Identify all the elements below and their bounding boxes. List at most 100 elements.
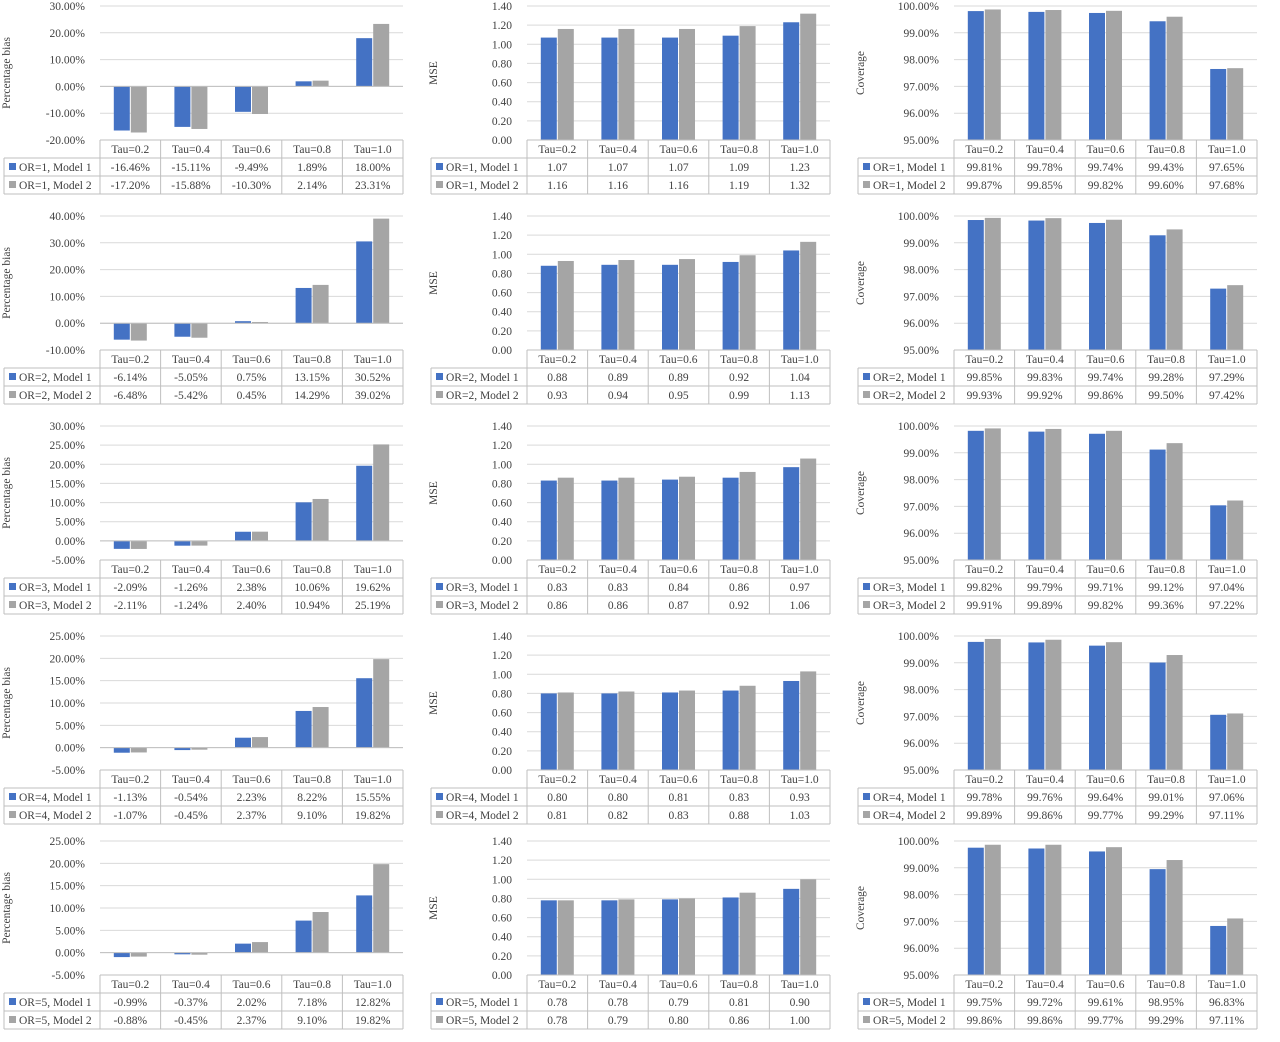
data-label: 99.71% [1088, 582, 1124, 594]
legend-label: OR=5, Model 2 [446, 1015, 519, 1027]
y-tick-label: 97.00% [904, 916, 940, 928]
data-label: -2.09% [114, 582, 148, 594]
bar-model1-5 [356, 678, 373, 748]
bar-model1-3 [662, 264, 678, 350]
data-label: 9.10% [297, 810, 327, 822]
x-category-label: Tau=0.8 [720, 774, 758, 786]
data-label: -17.20% [111, 180, 151, 192]
bar-model2-4 [1166, 443, 1183, 560]
legend-label: OR=3, Model 1 [446, 582, 519, 594]
bar-model1-4 [1149, 449, 1166, 560]
data-label: 99.86% [1027, 1015, 1063, 1027]
x-category-label: Tau=1.0 [1208, 774, 1246, 786]
legend-key-model2 [436, 811, 443, 818]
legend-key-model1 [863, 998, 870, 1005]
x-category-label: Tau=0.8 [1147, 144, 1185, 156]
legend-key-model2 [863, 391, 870, 398]
data-label: 99.81% [967, 162, 1003, 174]
bar-model1-2 [601, 900, 618, 975]
bar-model1-3 [662, 692, 678, 770]
data-label: 2.37% [237, 810, 267, 822]
data-label: -15.11% [171, 162, 210, 174]
bar-model2-4 [312, 80, 329, 87]
bar-model2-3 [679, 259, 695, 350]
bar-model1-1 [967, 847, 984, 975]
x-category-label: Tau=0.6 [233, 354, 271, 366]
x-category-label: Tau=0.6 [660, 564, 698, 576]
y-tick-label: 95.00% [904, 555, 940, 567]
data-label: -2.11% [114, 600, 148, 612]
data-label: 0.45% [237, 390, 267, 402]
y-tick-label: 30.00% [50, 421, 86, 433]
data-label: 99.82% [967, 582, 1003, 594]
x-category-label: Tau=0.6 [660, 144, 698, 156]
bar-model2-1 [984, 428, 1001, 560]
bar-chart: 95.00% 96.00% 97.00% 98.00% 99.00% 100.00% Cov… [855, 631, 1258, 825]
data-label: -0.45% [174, 810, 208, 822]
data-label: 0.88 [547, 372, 567, 384]
data-label: 18.00% [355, 162, 391, 174]
x-category-label: Tau=1.0 [1208, 564, 1246, 576]
y-tick-label: 97.00% [904, 711, 940, 723]
data-label: 99.85% [967, 372, 1003, 384]
bar-model1-4 [1149, 662, 1166, 770]
bar-model2-5 [1227, 285, 1244, 350]
data-label: 99.86% [967, 1015, 1003, 1027]
data-label: -0.88% [114, 1015, 148, 1027]
bar-chart: -10.00% 0.00% 10.00% 20.00% 30.00% 40.00% Perc… [1, 211, 404, 405]
data-label: 0.94 [608, 390, 628, 402]
legend-label: OR=4, Model 2 [19, 810, 92, 822]
y-tick-label: 98.00% [904, 890, 940, 902]
data-table [430, 349, 831, 405]
chart-panel-1-2: 0.00 0.20 0.40 0.60 0.80 1.00 1.20 1.40 MSE Tau=0… [427, 0, 853, 207]
x-category-label: Tau=0.2 [965, 774, 1003, 786]
data-table [857, 349, 1258, 405]
data-label: 1.07 [547, 162, 567, 174]
data-label: 1.23 [790, 162, 810, 174]
chart-panel-5-3: 95.00% 96.00% 97.00% 98.00% 99.00% 100.00% Cov… [854, 835, 1280, 1042]
data-label: -15.88% [171, 180, 211, 192]
legend-key-model2 [9, 391, 16, 398]
bar-model2-4 [1166, 229, 1183, 350]
y-tick-label: 98.00% [904, 685, 940, 697]
bar-model1-3 [1089, 433, 1105, 560]
bar-chart: -20.00% -10.00% 0.00% 10.00% 20.00% 30.00% Per… [1, 1, 404, 195]
data-label: 97.22% [1209, 600, 1245, 612]
legend-key-model2 [436, 1016, 443, 1023]
x-category-label: Tau=1.0 [354, 774, 392, 786]
x-category-label: Tau=0.4 [1026, 774, 1064, 786]
bar-model2-5 [373, 23, 390, 87]
x-category-label: Tau=0.2 [538, 979, 576, 991]
data-label: -6.48% [114, 390, 148, 402]
y-tick-label: 1.00 [492, 39, 512, 51]
bar-model2-2 [1045, 639, 1062, 770]
legend-label: OR=2, Model 1 [873, 372, 946, 384]
x-category-label: Tau=0.2 [111, 144, 149, 156]
bar-model2-1 [557, 260, 574, 350]
x-category-label: Tau=0.6 [1087, 979, 1125, 991]
y-axis-title: Percentage bias [1, 667, 13, 739]
data-label: 39.02% [355, 390, 391, 402]
y-tick-label: 40.00% [50, 211, 86, 223]
y-tick-label: 1.20 [492, 230, 512, 242]
data-label: 12.82% [355, 997, 391, 1009]
legend-key-model2 [436, 391, 443, 398]
y-tick-label: -5.00% [51, 555, 85, 567]
y-axis-title: Percentage bias [1, 37, 13, 109]
x-category-label: Tau=0.8 [293, 564, 331, 576]
bar-model2-5 [373, 218, 390, 324]
x-category-label: Tau=1.0 [1208, 979, 1246, 991]
data-label: 99.93% [967, 390, 1003, 402]
legend-key-model2 [436, 181, 443, 188]
bar-model2-2 [618, 691, 635, 770]
y-axis-title: MSE [428, 896, 440, 920]
data-label: 0.81 [729, 997, 749, 1009]
data-table [857, 769, 1258, 825]
y-axis-title: MSE [428, 61, 440, 85]
legend-label: OR=4, Model 1 [446, 792, 519, 804]
data-label: 2.40% [237, 600, 267, 612]
y-tick-label: 1.00 [492, 669, 512, 681]
data-label: -0.37% [174, 997, 208, 1009]
data-label: 99.86% [1088, 390, 1124, 402]
data-table [3, 139, 404, 195]
